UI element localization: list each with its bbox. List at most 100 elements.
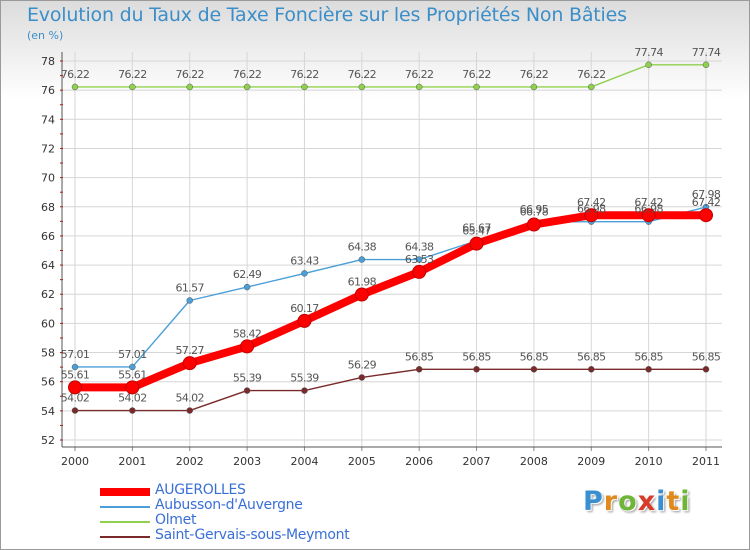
data-label: 55.61 xyxy=(61,368,90,381)
data-label: 67.42 xyxy=(634,196,663,209)
data-point xyxy=(588,366,595,373)
data-point xyxy=(469,236,484,251)
data-point xyxy=(412,264,427,279)
data-label: 56.85 xyxy=(462,350,491,363)
data-label: 54.02 xyxy=(61,392,90,405)
data-label: 67.98 xyxy=(692,188,721,201)
grid-lines xyxy=(62,52,722,447)
data-label: 61.57 xyxy=(175,281,204,294)
data-label: 56.85 xyxy=(634,350,663,363)
x-tick-label: 2010 xyxy=(635,455,663,468)
data-point xyxy=(358,374,366,381)
data-labels: 55.61 55.61 57.27 58.42 60.17 61.98 63.53 65.47… xyxy=(61,46,722,405)
data-point xyxy=(301,387,308,394)
data-label: 58.42 xyxy=(233,327,262,340)
data-point xyxy=(584,208,599,223)
legend-swatch xyxy=(100,488,150,496)
data-label: 76.22 xyxy=(405,68,434,81)
y-tick-label: 78 xyxy=(41,55,55,68)
data-point xyxy=(526,217,541,232)
data-label: 54.02 xyxy=(118,392,147,405)
data-label: 57.01 xyxy=(61,348,90,361)
data-label: 66.78 xyxy=(520,206,549,219)
data-label: 62.49 xyxy=(233,268,262,281)
data-label: 56.85 xyxy=(520,350,549,363)
logo-letter: i xyxy=(680,486,691,517)
data-label: 67.42 xyxy=(692,196,721,209)
data-label: 56.85 xyxy=(692,350,721,363)
data-label: 76.22 xyxy=(233,68,262,81)
logo-letter: x xyxy=(637,486,657,517)
data-point xyxy=(415,256,423,263)
data-point xyxy=(243,387,251,394)
y-tick-label: 60 xyxy=(41,317,55,330)
logo-letter: t xyxy=(666,486,681,517)
data-label: 56.85 xyxy=(577,350,606,363)
data-point xyxy=(354,287,369,302)
series-layer xyxy=(68,61,713,414)
legend-label: Saint-Gervais-sous-Meymont xyxy=(155,527,350,543)
data-label: 56.85 xyxy=(405,350,434,363)
x-tick-label: 2003 xyxy=(233,455,261,468)
y-tick-label: 52 xyxy=(41,434,55,447)
y-tick-label: 58 xyxy=(41,347,55,360)
data-point xyxy=(240,339,255,354)
x-tick-label: 2000 xyxy=(61,455,89,468)
y-tick-label: 74 xyxy=(41,113,55,126)
data-label: 76.22 xyxy=(462,68,491,81)
data-point xyxy=(473,83,480,91)
data-label: 76.22 xyxy=(520,68,549,81)
x-tick-label: 2001 xyxy=(118,455,146,468)
data-point xyxy=(297,313,312,328)
data-label: 57.27 xyxy=(175,344,204,357)
data-point xyxy=(68,380,82,395)
y-tick-label: 70 xyxy=(41,172,55,185)
data-label: 66.95 xyxy=(520,203,549,216)
data-label: 76.22 xyxy=(118,68,147,81)
data-point xyxy=(71,83,79,91)
data-point xyxy=(358,256,366,263)
x-tick-label: 2007 xyxy=(463,455,491,468)
data-point xyxy=(588,83,595,91)
y-tick-label: 72 xyxy=(41,142,55,155)
data-point xyxy=(125,380,140,395)
data-label: 76.22 xyxy=(290,68,319,81)
data-label: 57.01 xyxy=(118,348,147,361)
data-point xyxy=(71,407,79,414)
logo-letter: P xyxy=(583,486,604,517)
legend-swatch xyxy=(100,506,150,508)
legend-label: Aubusson-d'Auvergne xyxy=(155,497,303,513)
data-label: 55.39 xyxy=(233,372,262,385)
x-tick-label: 2004 xyxy=(290,455,318,468)
series-line-1 xyxy=(74,206,707,368)
data-point xyxy=(699,208,713,223)
data-label: 76.22 xyxy=(577,68,606,81)
data-point xyxy=(645,61,652,69)
data-point xyxy=(129,83,136,91)
data-point xyxy=(530,366,538,373)
data-point xyxy=(186,407,193,414)
data-label: 65.67 xyxy=(462,222,491,235)
x-tick-label: 2002 xyxy=(176,455,204,468)
y-tick-label: 62 xyxy=(41,288,55,301)
x-tick-label: 2005 xyxy=(348,455,376,468)
data-point xyxy=(129,363,136,371)
data-point xyxy=(358,83,366,91)
legend-label: AUGEROLLES xyxy=(155,482,246,498)
chart-subtitle: (en %) xyxy=(27,29,64,42)
data-label: 76.22 xyxy=(175,68,204,81)
proxiti-logo: Proxiti xyxy=(583,486,691,517)
y-tick-label: 54 xyxy=(41,405,55,418)
data-label: 54.02 xyxy=(175,392,204,405)
x-tick-label: 2006 xyxy=(405,455,433,468)
data-label: 56.29 xyxy=(348,358,377,371)
data-label: 55.39 xyxy=(290,372,319,385)
data-point xyxy=(645,366,652,373)
data-label: 67.42 xyxy=(577,196,606,209)
legend-label: Olmet xyxy=(155,512,197,528)
y-tick-label: 64 xyxy=(41,259,55,272)
data-point xyxy=(641,208,656,223)
data-label: 76.22 xyxy=(61,68,90,81)
series-line-0 xyxy=(71,211,710,392)
